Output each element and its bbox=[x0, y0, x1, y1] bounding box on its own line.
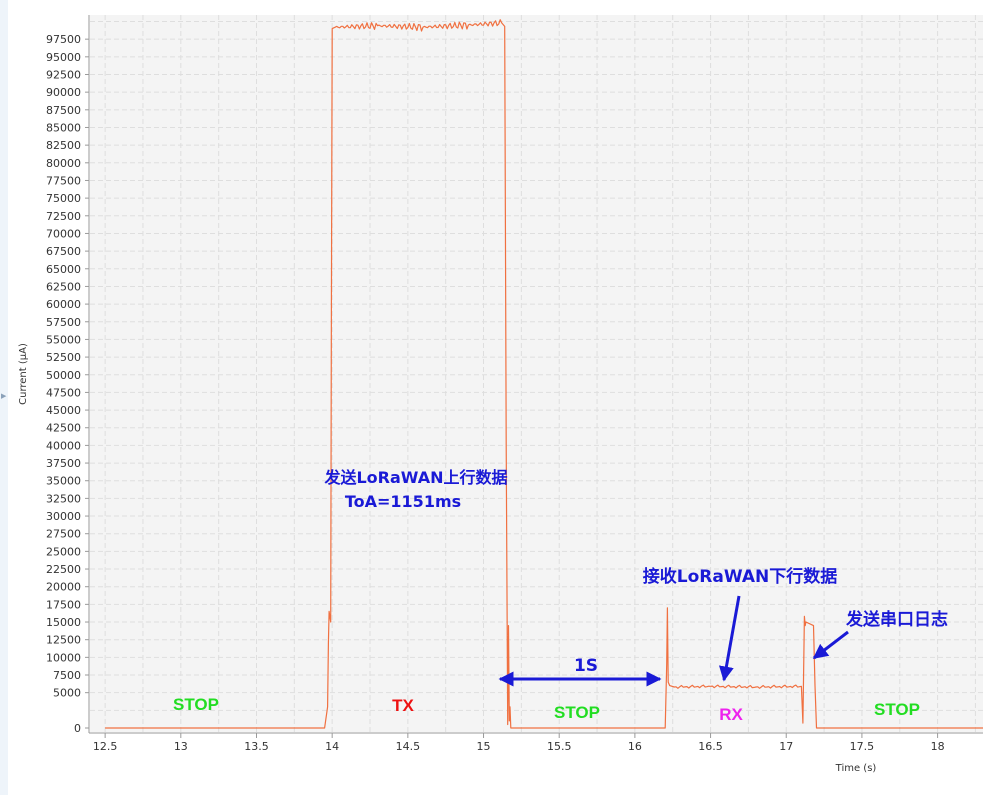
current-series-line bbox=[105, 19, 983, 729]
y-tick-label: 45000 bbox=[46, 404, 81, 417]
y-tick-label: 50000 bbox=[46, 369, 81, 382]
grid-lines bbox=[90, 15, 983, 732]
uart-annotation: 发送串口日志 bbox=[845, 609, 948, 630]
y-tick-labels: 0 5000 7500 10000 12500 15000 17500 20000 22500 2… bbox=[46, 33, 89, 735]
y-tick-label: 72500 bbox=[46, 210, 81, 223]
y-tick-label: 10000 bbox=[46, 651, 81, 664]
y-tick-label: 25000 bbox=[46, 545, 81, 558]
state-label-stop-3: STOP bbox=[874, 700, 920, 719]
y-tick-label: 92500 bbox=[46, 68, 81, 81]
y-tick-label: 32500 bbox=[46, 492, 81, 505]
x-tick-label: 14 bbox=[325, 740, 339, 753]
state-label-rx: RX bbox=[719, 705, 743, 724]
y-tick-label: 40000 bbox=[46, 439, 81, 452]
y-tick-label: 12500 bbox=[46, 634, 81, 647]
x-tick-label: 17 bbox=[779, 740, 793, 753]
x-tick-label: 17.5 bbox=[850, 740, 875, 753]
x-tick-label: 13 bbox=[174, 740, 188, 753]
uart-arrow bbox=[812, 630, 849, 660]
y-tick-label: 27500 bbox=[46, 528, 81, 541]
y-tick-label: 65000 bbox=[46, 263, 81, 276]
y-tick-label: 60000 bbox=[46, 298, 81, 311]
y-tick-label: 42500 bbox=[46, 422, 81, 435]
y-tick-label: 55000 bbox=[46, 333, 81, 346]
x-tick-label: 14.5 bbox=[396, 740, 421, 753]
y-tick-label: 47500 bbox=[46, 386, 81, 399]
x-tick-label: 16.5 bbox=[698, 740, 723, 753]
y-axis-title: Current (μA) bbox=[18, 343, 29, 405]
x-tick-label: 13.5 bbox=[244, 740, 269, 753]
y-tick-label: 0 bbox=[74, 722, 81, 735]
y-tick-label: 52500 bbox=[46, 351, 81, 364]
y-tick-label: 70000 bbox=[46, 227, 81, 240]
y-tick-label: 82500 bbox=[46, 139, 81, 152]
gap-annotation: 1S bbox=[574, 656, 598, 676]
side-panel-strip[interactable]: ▶ bbox=[0, 0, 8, 795]
x-axis-title: Time (s) bbox=[835, 763, 877, 774]
y-tick-label: 62500 bbox=[46, 280, 81, 293]
rx-annotation: 接收LoRaWAN下行数据 bbox=[643, 566, 837, 587]
state-label-stop-1: STOP bbox=[173, 695, 219, 714]
tx-annotation-line1: 发送LoRaWAN上行数据 bbox=[323, 468, 507, 487]
y-tick-label: 75000 bbox=[46, 192, 81, 205]
x-tick-label: 15.5 bbox=[547, 740, 572, 753]
x-tick-labels: 12.5 13 13.5 14 14.5 15 15.5 16 16.5 17 17.5 18 bbox=[93, 733, 945, 753]
y-tick-label: 87500 bbox=[46, 104, 81, 117]
y-tick-label: 85000 bbox=[46, 121, 81, 134]
y-tick-label: 15000 bbox=[46, 616, 81, 629]
y-tick-label: 95000 bbox=[46, 51, 81, 64]
plot-area bbox=[90, 15, 983, 732]
tx-annotation-line2: ToA=1151ms bbox=[345, 492, 461, 511]
y-tick-label: 17500 bbox=[46, 598, 81, 611]
y-tick-label: 35000 bbox=[46, 475, 81, 488]
y-tick-label: 37500 bbox=[46, 457, 81, 470]
y-tick-label: 30000 bbox=[46, 510, 81, 523]
x-tick-label: 18 bbox=[931, 740, 945, 753]
collapse-arrow-icon[interactable]: ▶ bbox=[1, 393, 7, 400]
x-tick-label: 15 bbox=[477, 740, 491, 753]
y-tick-label: 90000 bbox=[46, 86, 81, 99]
y-tick-label: 22500 bbox=[46, 563, 81, 576]
rx-arrow bbox=[718, 595, 741, 682]
y-tick-label: 57500 bbox=[46, 316, 81, 329]
y-tick-label: 97500 bbox=[46, 33, 81, 46]
y-tick-label: 20000 bbox=[46, 581, 81, 594]
state-label-stop-2: STOP bbox=[554, 703, 600, 722]
state-label-tx: TX bbox=[392, 696, 414, 715]
x-tick-label: 12.5 bbox=[93, 740, 118, 753]
y-tick-label: 7500 bbox=[53, 669, 81, 682]
y-tick-label: 80000 bbox=[46, 157, 81, 170]
y-tick-label: 67500 bbox=[46, 245, 81, 258]
x-tick-label: 16 bbox=[628, 740, 642, 753]
y-tick-label: 77500 bbox=[46, 174, 81, 187]
y-tick-label: 5000 bbox=[53, 687, 81, 700]
axes bbox=[88, 15, 983, 734]
